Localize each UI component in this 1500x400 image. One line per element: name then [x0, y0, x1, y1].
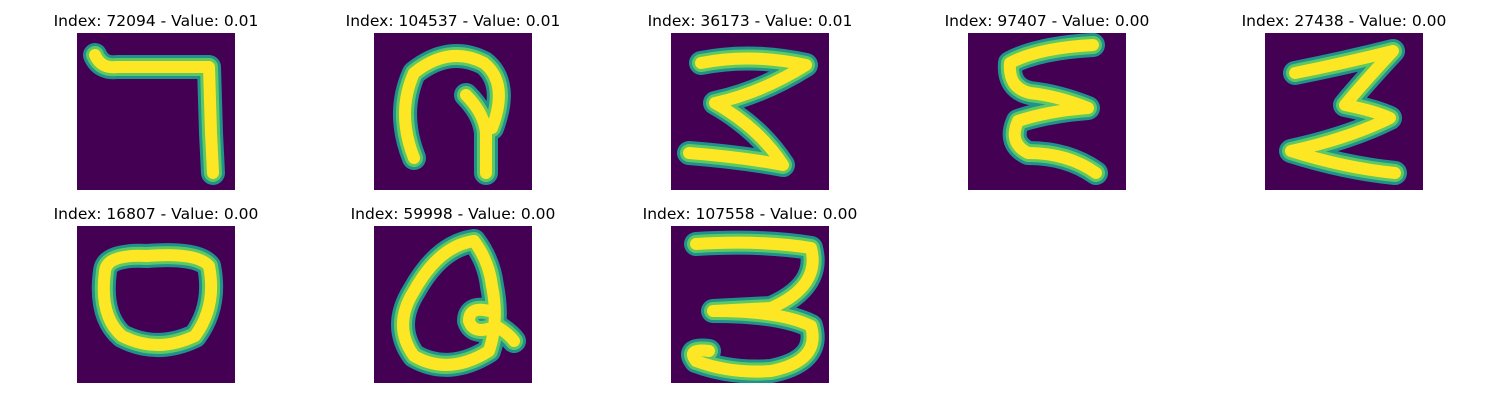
- image-panel: Index: 36173 - Value: 0.01: [635, 12, 865, 192]
- glyph-stroke: [397, 235, 520, 371]
- digit-image: [77, 33, 235, 190]
- panel-title: Index: 72094 - Value: 0.01: [53, 12, 259, 30]
- glyph-stroke: [683, 52, 812, 171]
- panel-title: Index: 16807 - Value: 0.00: [53, 205, 259, 223]
- glyph-stroke: [1003, 39, 1102, 179]
- glyph-stroke: [687, 236, 819, 378]
- panel-title: Index: 36173 - Value: 0.01: [647, 12, 853, 30]
- image-panel: Index: 16807 - Value: 0.00: [41, 205, 271, 385]
- image-panel: Index: 27438 - Value: 0.00: [1229, 12, 1459, 192]
- image-panel: Index: 72094 - Value: 0.01: [41, 12, 271, 192]
- digit-image: [374, 33, 532, 190]
- glyph-stroke: [89, 49, 219, 179]
- glyph-stroke: [1285, 45, 1401, 179]
- glyph-stroke: [97, 249, 218, 351]
- image-panel: Index: 107558 - Value: 0.00: [635, 205, 865, 385]
- image-panel: Index: 97407 - Value: 0.00: [932, 12, 1162, 192]
- panel-title: Index: 27438 - Value: 0.00: [1241, 12, 1447, 30]
- panel-title: Index: 107558 - Value: 0.00: [642, 205, 858, 223]
- image-panel: Index: 59998 - Value: 0.00: [338, 205, 568, 385]
- digit-image: [374, 226, 532, 383]
- digit-image: [1265, 33, 1423, 190]
- panel-title: Index: 97407 - Value: 0.00: [944, 12, 1150, 30]
- glyph-stroke: [399, 50, 505, 179]
- digit-image: [671, 33, 829, 190]
- panel-title: Index: 104537 - Value: 0.01: [345, 12, 561, 30]
- digit-image: [968, 33, 1126, 190]
- digit-image: [77, 226, 235, 383]
- digit-image: [671, 226, 829, 383]
- panel-title: Index: 59998 - Value: 0.00: [350, 205, 556, 223]
- image-panel: Index: 104537 - Value: 0.01: [338, 12, 568, 192]
